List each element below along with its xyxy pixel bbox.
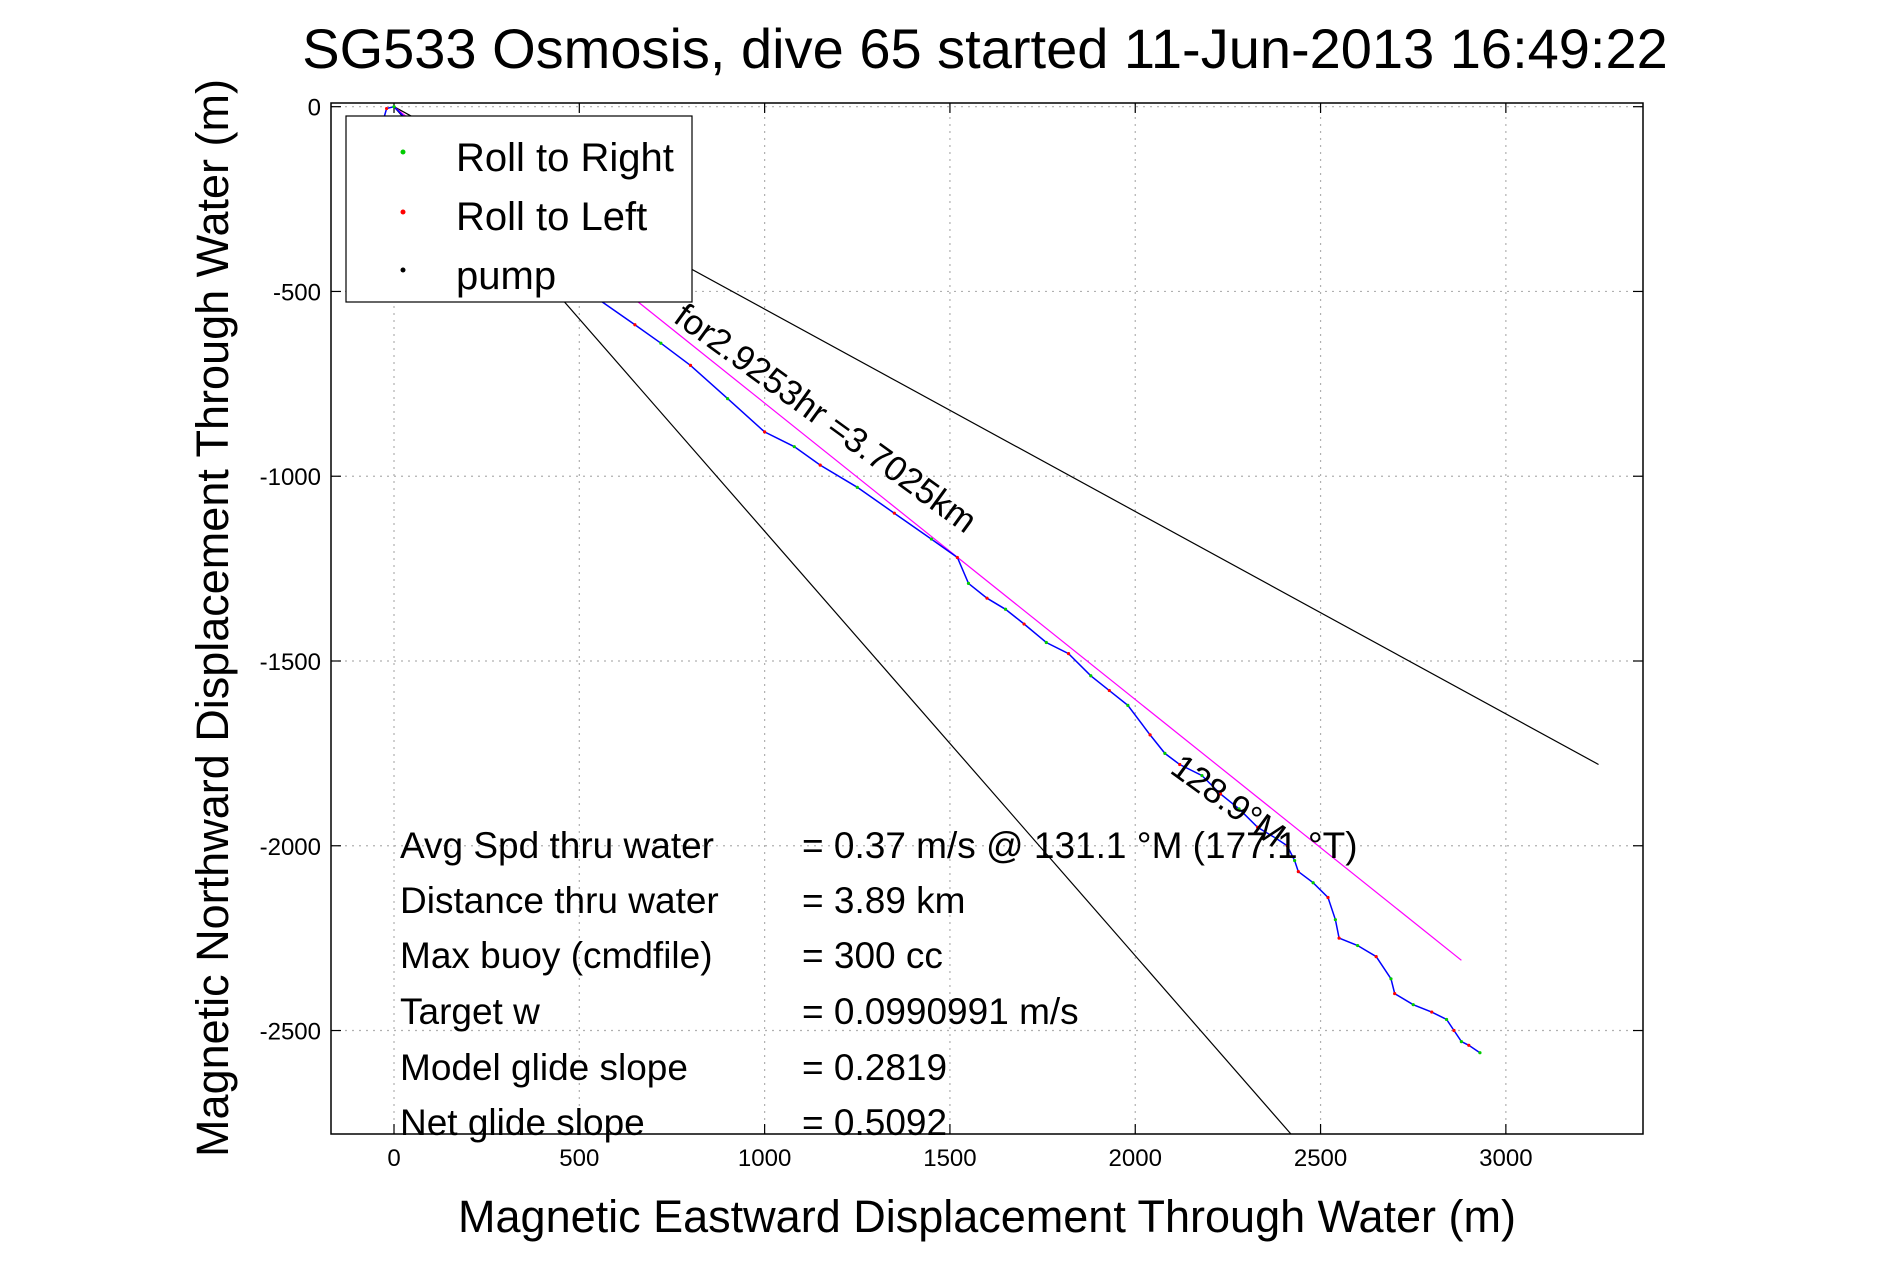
stat-label-max-buoy: Max buoy (cmdfile) xyxy=(400,935,713,976)
stat-value-avg-speed: = 0.37 m/s @ 131.1 °M (177.1 °T) xyxy=(802,825,1358,866)
series-point xyxy=(1163,751,1167,755)
x-tick-label: 0 xyxy=(387,1145,400,1172)
stat-label-target-w: Target w xyxy=(400,991,540,1032)
series-point xyxy=(1430,1010,1434,1014)
stat-value-target-w: = 0.0990991 m/s xyxy=(802,991,1079,1032)
legend-label-pump: pump xyxy=(456,254,556,298)
series-point xyxy=(1356,943,1360,948)
series-point xyxy=(966,581,971,585)
series-point xyxy=(392,105,396,109)
legend-marker-roll-left xyxy=(400,209,406,215)
series-point xyxy=(792,445,796,449)
series-point xyxy=(659,341,663,345)
series-point xyxy=(1274,836,1278,840)
series-point xyxy=(1285,844,1289,848)
y-tick-label: -2500 xyxy=(260,1019,321,1046)
y-tick-label: -500 xyxy=(273,279,321,306)
series-point xyxy=(384,106,389,111)
legend-marker-pump xyxy=(400,267,406,273)
series-point xyxy=(892,511,896,515)
stat-label-net-glide: Net glide slope xyxy=(400,1102,645,1143)
series-point xyxy=(1200,773,1204,778)
x-tick-label: 3000 xyxy=(1479,1145,1532,1172)
series-point xyxy=(855,485,859,489)
series-point xyxy=(1255,825,1260,829)
series-point xyxy=(985,596,989,600)
stat-label-model-glide: Model glide slope xyxy=(400,1047,688,1088)
plot-frame xyxy=(330,102,1644,1135)
series-point xyxy=(725,397,730,401)
x-tick-label: 2000 xyxy=(1109,1145,1162,1172)
series-point xyxy=(1044,640,1048,645)
series-point xyxy=(955,555,959,560)
legend: Roll to Right Roll to Left pump xyxy=(345,115,693,303)
series-point xyxy=(1066,652,1071,656)
x-axis-ticks: 0 500 1000 1500 2000 2500 3000 xyxy=(387,103,1533,1172)
x-tick-label: 1000 xyxy=(738,1145,791,1172)
series-point xyxy=(1326,895,1330,900)
series-point xyxy=(1333,918,1337,922)
series-point xyxy=(1148,733,1152,737)
series-point xyxy=(1411,1003,1415,1007)
series-point xyxy=(1218,792,1223,796)
stat-value-distance: = 3.89 km xyxy=(802,880,966,921)
series-point xyxy=(1389,977,1393,981)
y-tick-label: -1000 xyxy=(260,464,321,491)
series-point xyxy=(1089,674,1093,678)
x-tick-label: 2500 xyxy=(1294,1145,1347,1172)
y-tick-label: -1500 xyxy=(260,649,321,676)
x-tick-label: 500 xyxy=(559,1145,599,1172)
series-point xyxy=(818,463,822,467)
series-point xyxy=(1459,1040,1463,1044)
stat-value-model-glide: = 0.2819 xyxy=(802,1047,947,1088)
stat-label-avg-speed: Avg Spd thru water xyxy=(400,825,714,866)
series-point xyxy=(1444,1017,1449,1022)
series-point xyxy=(1337,936,1341,940)
series-point xyxy=(1293,858,1297,863)
stats-block: Avg Spd thru water = 0.37 m/s @ 131.1 °M… xyxy=(400,825,1358,1143)
series-point xyxy=(688,363,693,367)
series-point xyxy=(1478,1051,1482,1055)
series-point xyxy=(633,323,637,327)
series-point xyxy=(1374,955,1378,959)
x-tick-label: 1500 xyxy=(923,1145,976,1172)
legend-label-roll-right: Roll to Right xyxy=(456,136,674,180)
stat-value-max-buoy: = 300 cc xyxy=(802,935,943,976)
series-point xyxy=(929,537,934,541)
series-point xyxy=(1452,1028,1456,1033)
series-point xyxy=(1003,607,1008,611)
stat-label-distance: Distance thru water xyxy=(400,880,719,921)
chart-title: SG533 Osmosis, dive 65 started 11-Jun-20… xyxy=(302,17,1668,80)
y-axis-label: Magnetic Northward Displacement Through … xyxy=(187,79,238,1157)
series-point xyxy=(1237,807,1241,811)
y-tick-label: -2000 xyxy=(260,834,321,861)
y-axis-ticks: 0 -500 -1000 -1500 -2000 -2500 xyxy=(260,95,1643,1046)
legend-label-roll-left: Roll to Left xyxy=(456,195,647,239)
x-axis-label: Magnetic Eastward Displacement Through W… xyxy=(458,1191,1516,1242)
series-point xyxy=(1107,688,1111,693)
series-point xyxy=(763,430,767,434)
series-point xyxy=(1393,991,1397,996)
legend-marker-roll-right xyxy=(400,149,406,155)
series-point xyxy=(1022,622,1026,626)
series-point xyxy=(1296,870,1300,874)
series-point xyxy=(1126,703,1130,707)
series-point xyxy=(1178,762,1182,767)
series-point xyxy=(1467,1043,1471,1047)
y-tick-label: 0 xyxy=(308,95,321,122)
stat-value-net-glide: = 0.5092 xyxy=(802,1102,947,1143)
series-point xyxy=(1311,881,1315,885)
